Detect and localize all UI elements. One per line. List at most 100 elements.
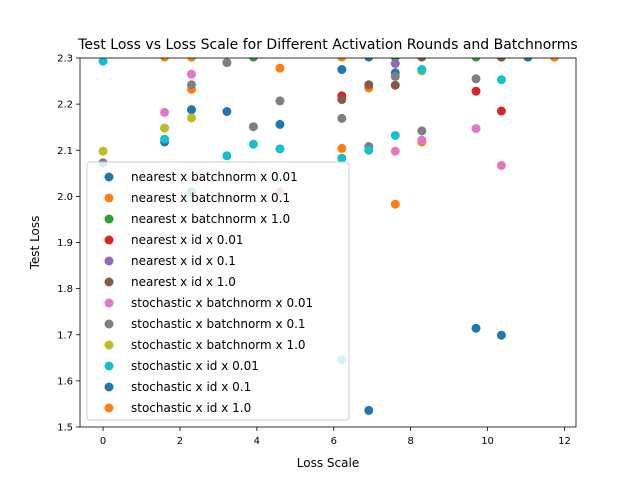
data-point [160,58,169,62]
legend-label: stochastic x batchnorm x 1.0 [131,338,306,352]
legend-marker [104,298,114,308]
legend-label: stochastic x id x 0.01 [131,359,259,373]
data-point [275,63,285,73]
data-point [337,65,347,75]
data-point [160,134,170,144]
legend-label: stochastic x batchnorm x 0.1 [131,317,306,331]
legend-label: nearest x id x 0.01 [131,233,243,247]
y-tick-label: 2.1 [57,146,73,157]
data-point [364,58,374,62]
legend-label: nearest x batchnorm x 0.1 [131,191,290,205]
data-point [364,145,374,155]
data-point [417,65,427,75]
y-tick-label: 1.5 [57,423,73,434]
data-point [364,80,374,90]
data-point [160,123,170,133]
data-point [248,122,258,132]
data-point [550,58,559,62]
x-tick-label: 10 [481,436,494,447]
legend-label: stochastic x id x 0.1 [131,380,251,394]
legend-marker [104,193,114,203]
y-axis-ticks: 1.5 1.6 1.7 1.8 1.9 2.0 2.1 2.2 2.3 [57,54,80,434]
x-axis-label: Loss Scale [297,456,359,470]
y-tick-label: 1.7 [57,330,73,341]
data-point [160,107,170,117]
data-point [496,160,506,170]
x-tick-label: 4 [254,436,260,447]
data-point [471,323,481,333]
legend-label: nearest x batchnorm x 0.01 [131,170,298,184]
data-point [390,71,400,81]
data-point [337,143,347,153]
legend-label: stochastic x id x 1.0 [131,401,251,415]
x-tick-label: 6 [331,436,337,447]
x-tick-label: 12 [558,436,571,447]
data-point [417,126,427,136]
data-point [471,58,481,62]
data-points [98,58,559,415]
data-point [187,80,197,90]
legend-label: stochastic x batchnorm x 0.01 [131,296,313,310]
data-point [471,74,481,84]
data-point [275,119,285,129]
legend-label: nearest x id x 0.1 [131,254,236,268]
legend-frame [86,161,350,421]
data-point [390,199,400,209]
y-tick-label: 2.0 [57,192,73,203]
data-point [222,107,232,117]
x-tick-label: 2 [177,436,183,447]
data-point [248,139,258,149]
legend-marker [104,319,114,329]
legend-label: nearest x batchnorm x 1.0 [131,212,290,226]
data-point [187,105,197,115]
data-point [496,330,506,340]
data-point [496,106,506,116]
legend-label: nearest x id x 1.0 [131,275,236,289]
data-point [417,135,427,145]
data-point [275,144,285,154]
data-point [364,405,374,415]
legend-marker [104,361,114,371]
data-point [390,80,400,90]
legend-marker [104,340,114,350]
data-point [471,124,481,134]
x-tick-label: 0 [100,436,106,447]
data-point [222,58,232,68]
data-point [390,146,400,156]
data-point [390,59,400,69]
legend-marker [104,382,114,392]
y-tick-label: 1.6 [57,376,73,387]
legend-marker [104,172,114,182]
data-point [523,58,533,62]
y-tick-label: 1.8 [57,284,73,295]
data-point [471,86,481,96]
x-tick-label: 8 [407,436,413,447]
legend-marker [104,214,114,224]
data-point [222,151,232,161]
data-point [187,113,197,123]
legend-marker [104,235,114,245]
legend-marker [104,256,114,266]
data-point [497,58,506,62]
data-point [249,58,258,62]
y-tick-label: 2.2 [57,100,73,111]
data-point [337,153,347,163]
data-point [187,69,197,79]
data-point [98,58,108,66]
data-point [337,95,347,105]
y-axis-label: Test Loss [28,216,42,271]
legend-marker [104,277,114,287]
data-point [337,113,347,123]
data-point [275,96,285,106]
y-tick-label: 2.3 [57,54,73,65]
legend: nearest x batchnorm x 0.01 nearest x batc… [86,161,350,421]
data-point [390,130,400,140]
data-point [417,58,427,62]
data-point [496,75,506,85]
data-point [337,58,347,62]
chart-title: Test Loss vs Loss Scale for Different Ac… [77,37,577,53]
y-tick-label: 1.9 [57,238,73,249]
data-point [187,58,196,62]
data-point [98,146,108,156]
